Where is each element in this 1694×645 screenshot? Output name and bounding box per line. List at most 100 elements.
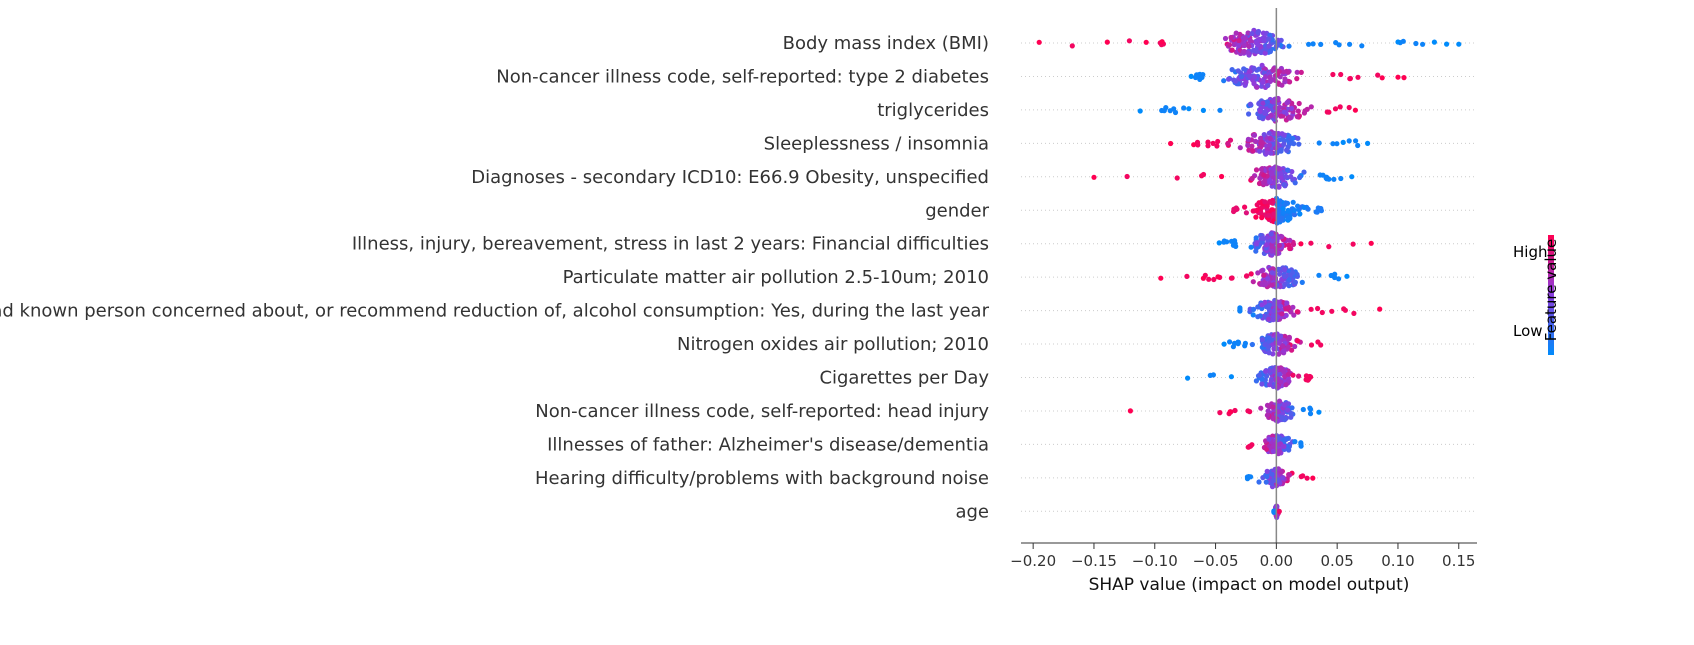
feature-label: Sleeplessness / insomnia — [764, 133, 989, 154]
data-point — [1278, 148, 1284, 154]
data-point — [1241, 49, 1247, 55]
feature-label: Non-cancer illness code, self-reported: … — [496, 66, 989, 87]
data-point — [1211, 276, 1217, 283]
data-point — [1264, 473, 1270, 480]
data-point — [1262, 50, 1268, 56]
data-point — [1276, 184, 1282, 190]
data-point — [1282, 182, 1288, 188]
data-point — [1265, 82, 1271, 88]
data-point — [1284, 147, 1290, 153]
feature-label: Illness, injury, bereavement, stress in … — [352, 234, 989, 255]
data-point — [1205, 139, 1211, 145]
data-point — [1126, 38, 1132, 44]
data-point — [1308, 104, 1314, 110]
data-point — [1246, 111, 1252, 117]
feature-label: Illnesses of father: Alzheimer's disease… — [547, 434, 989, 455]
data-point — [1351, 310, 1357, 316]
data-point — [1261, 172, 1267, 178]
data-point — [1284, 300, 1290, 306]
data-point — [1250, 279, 1256, 285]
data-point — [1242, 204, 1248, 210]
data-point — [1250, 306, 1257, 312]
data-point — [1247, 73, 1253, 79]
data-point — [1290, 199, 1296, 205]
data-point — [1268, 231, 1274, 237]
data-point — [1279, 414, 1285, 421]
data-point — [1420, 41, 1426, 47]
data-point — [1281, 348, 1287, 354]
data-point — [1259, 302, 1265, 308]
data-point — [1306, 41, 1312, 47]
data-point — [1288, 140, 1294, 146]
data-point — [1221, 341, 1227, 347]
data-point — [1290, 372, 1296, 378]
data-point — [1270, 238, 1276, 244]
data-point — [1249, 143, 1255, 149]
data-point — [1247, 38, 1253, 44]
data-point — [1269, 471, 1275, 477]
data-point — [1259, 268, 1265, 274]
data-point — [1269, 248, 1275, 254]
data-point — [1260, 79, 1266, 85]
data-point — [1326, 109, 1332, 115]
data-point — [1278, 170, 1284, 176]
data-point — [1226, 76, 1232, 82]
data-point — [1168, 140, 1174, 147]
data-point — [1256, 479, 1262, 485]
data-point — [1277, 448, 1283, 454]
data-point — [1272, 275, 1278, 281]
data-point — [1127, 408, 1133, 414]
x-tick-label: 0.15 — [1442, 552, 1475, 570]
data-point — [1266, 212, 1272, 218]
data-point — [1256, 372, 1263, 378]
data-point — [1285, 304, 1291, 310]
data-point — [1277, 271, 1283, 277]
data-point — [1281, 402, 1287, 408]
colorbar-gradient — [1548, 235, 1554, 355]
data-point — [1249, 175, 1255, 181]
data-point — [1400, 38, 1406, 44]
data-point — [1276, 508, 1282, 514]
data-point — [1271, 367, 1277, 373]
data-point — [1291, 207, 1297, 213]
data-point — [1254, 202, 1260, 208]
data-point — [1359, 43, 1365, 49]
data-point — [1271, 443, 1277, 449]
data-point — [1304, 106, 1310, 112]
data-point — [1250, 312, 1256, 318]
data-point — [1298, 69, 1304, 75]
data-point — [1219, 173, 1225, 180]
data-point — [1265, 115, 1271, 121]
feature-rows: Body mass index (BMI) Non-cancer illness … — [0, 33, 1477, 522]
data-point — [1259, 239, 1265, 245]
data-point — [1235, 339, 1241, 345]
data-point — [1266, 142, 1273, 148]
data-point — [1280, 205, 1286, 211]
data-point — [1280, 410, 1286, 416]
data-point — [1285, 371, 1291, 377]
data-point — [1205, 143, 1211, 149]
x-tick-label: 0.00 — [1260, 552, 1293, 570]
data-point — [1186, 106, 1192, 112]
data-point — [1264, 150, 1270, 156]
data-point — [1308, 406, 1314, 412]
x-tick-label: −0.20 — [1010, 552, 1056, 570]
data-point — [1242, 340, 1248, 346]
data-point — [1287, 115, 1293, 121]
data-point — [1331, 176, 1337, 182]
data-point — [1283, 436, 1289, 442]
feature-label: Diagnoses - secondary ICD10: E66.9 Obesi… — [471, 167, 989, 188]
feature-label: age — [955, 501, 989, 522]
data-point — [1294, 309, 1300, 315]
feature-label: Hearing difficulty/problems with backgro… — [535, 468, 989, 489]
data-point — [1271, 301, 1277, 307]
data-point — [1346, 138, 1352, 144]
data-point — [1248, 244, 1254, 250]
data-point — [1214, 143, 1220, 149]
data-point — [1285, 215, 1291, 221]
data-point — [1274, 202, 1280, 208]
data-point — [1279, 82, 1285, 88]
data-point — [1253, 214, 1259, 220]
data-point — [1267, 74, 1273, 80]
data-point — [1251, 74, 1258, 80]
